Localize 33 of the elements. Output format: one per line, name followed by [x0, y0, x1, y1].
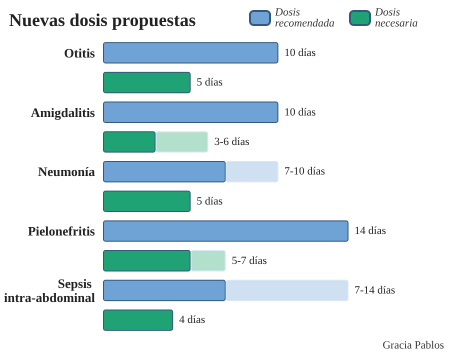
data-label: 3-6 días	[214, 136, 250, 148]
bar	[103, 220, 349, 242]
data-label: 5 días	[196, 195, 223, 208]
data-label: 5-7 días	[232, 254, 267, 267]
y-tick-label: Amigdalitis	[30, 104, 95, 120]
data-label: 4 días	[179, 314, 206, 326]
bar	[103, 160, 226, 182]
data-label: 10 días	[284, 46, 316, 59]
y-tick-label: Neumonía	[38, 164, 96, 180]
data-label: 5 días	[196, 76, 223, 89]
bar	[226, 280, 349, 302]
data-label: 10 días	[284, 106, 316, 118]
y-tick-label: Otitis	[64, 45, 95, 60]
bar	[103, 250, 191, 272]
bar	[103, 131, 156, 153]
legend-label: Dosis necesaria	[374, 6, 418, 30]
bar	[103, 72, 191, 94]
bar	[190, 250, 226, 272]
legend-label: Dosis recomendada	[274, 6, 335, 30]
bar	[103, 309, 174, 331]
data-label: 7-14 días	[354, 284, 396, 296]
data-label: 14 días	[354, 225, 386, 238]
bar	[156, 131, 208, 153]
chart-title: Nuevas dosis propuestas	[9, 10, 196, 30]
bar	[226, 160, 278, 182]
bar	[103, 280, 226, 302]
data-label: 7-10 días	[284, 166, 326, 178]
bar	[103, 42, 278, 64]
y-tick-label: Sepsis intra-abdominal	[4, 276, 96, 305]
y-tick-label: Pielonefritis	[28, 224, 95, 239]
bar	[103, 102, 278, 123]
bar	[103, 190, 191, 212]
text: Gracia Pablos	[382, 340, 444, 352]
